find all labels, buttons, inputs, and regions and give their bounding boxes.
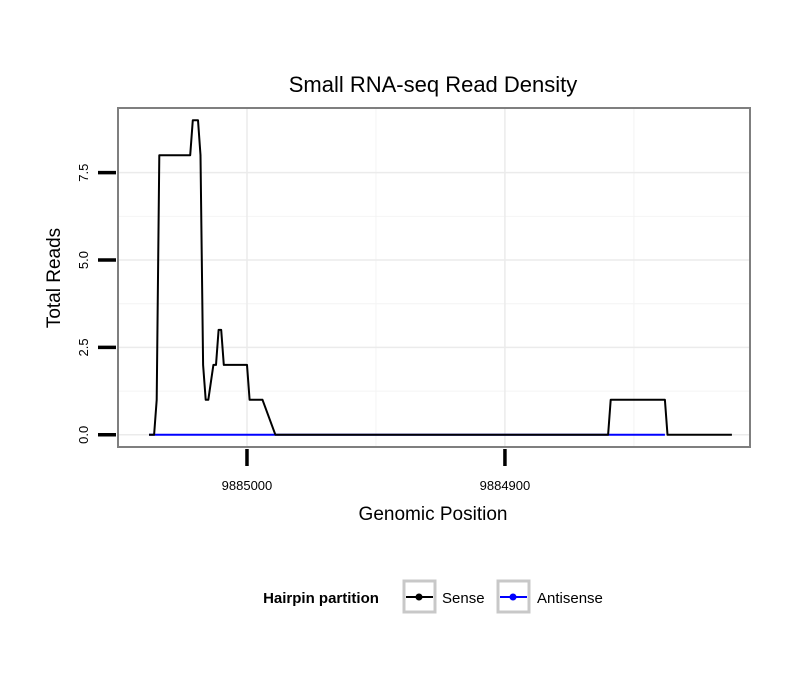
legend-label-antisense: Antisense — [537, 590, 603, 607]
series-layer — [149, 119, 732, 436]
legend-title: Hairpin partition — [263, 590, 379, 607]
series-line-sense — [149, 119, 732, 436]
axis-layer: 0.0 2.5 5.0 7.5 9885000 9884900 — [76, 164, 530, 493]
legend-key-point-sense — [415, 593, 423, 601]
y-tick-label: 7.5 — [76, 164, 91, 182]
plot-panel-border — [117, 107, 751, 448]
x-tick-label: 9885000 — [222, 478, 273, 493]
plot-panel — [118, 108, 750, 447]
grid-layer — [118, 108, 750, 447]
chart-title: Small RNA-seq Read Density — [289, 72, 578, 97]
y-tick-label: 0.0 — [76, 426, 91, 444]
legend: Hairpin partition Sense Antisense — [263, 579, 603, 614]
y-tick-label: 5.0 — [76, 251, 91, 269]
legend-label-sense: Sense — [442, 590, 485, 607]
legend-item-sense[interactable]: Sense — [402, 579, 485, 614]
legend-item-antisense[interactable]: Antisense — [496, 579, 603, 614]
y-axis-label: Total Reads — [44, 228, 65, 328]
legend-key-point-antisense — [509, 593, 517, 601]
x-tick-label: 9884900 — [480, 478, 531, 493]
y-tick-label: 2.5 — [76, 338, 91, 356]
x-axis-label: Genomic Position — [359, 504, 508, 525]
